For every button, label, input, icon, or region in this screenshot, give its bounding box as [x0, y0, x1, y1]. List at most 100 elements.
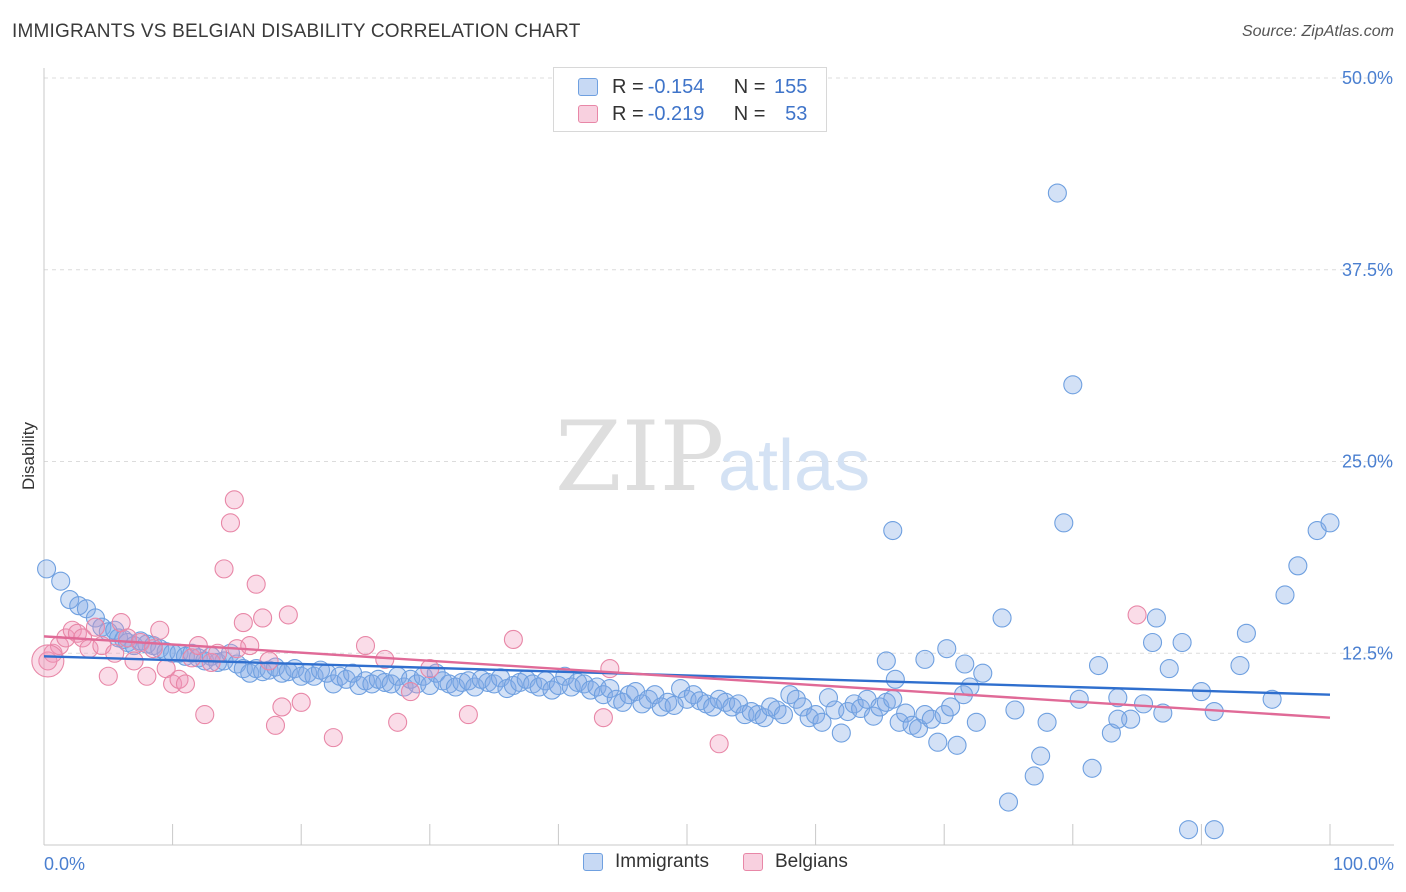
- belgians-point: [233, 613, 253, 633]
- series-legend: Immigrants Belgians: [583, 851, 848, 873]
- belgians-point: [240, 636, 260, 656]
- immigrants-trendline: [43, 655, 1331, 696]
- belgians-point: [278, 605, 298, 625]
- belgians-point: [150, 620, 170, 640]
- r-label: R =: [612, 75, 644, 98]
- belgians-point: [593, 708, 613, 728]
- immigrants-point: [51, 571, 71, 591]
- y-axis-label: Disability: [19, 421, 38, 490]
- immigrants-point: [1031, 746, 1051, 766]
- belgians-point: [182, 648, 202, 668]
- r-value: -0.154: [647, 75, 705, 98]
- y-tick-labels: 12.5% 25.0% 37.5% 50.0%: [1342, 68, 1393, 663]
- immigrants-point: [960, 677, 980, 697]
- immigrants-point: [1047, 183, 1067, 203]
- belgians-trendline: [43, 635, 1331, 719]
- x-tick-label-max: 100.0%: [1333, 854, 1394, 874]
- immigrants-point: [1082, 758, 1102, 778]
- immigrants-point: [1024, 766, 1044, 786]
- immigrants-point: [1275, 585, 1295, 605]
- immigrants-point: [812, 712, 832, 732]
- axes: [43, 68, 1394, 846]
- immigrants-point: [478, 672, 498, 692]
- y-tick-label: 12.5%: [1342, 643, 1393, 663]
- n-value: 155: [774, 75, 808, 98]
- immigrants-point: [883, 689, 903, 709]
- immigrants-point: [941, 697, 961, 717]
- immigrants-point: [1133, 694, 1154, 714]
- immigrants-point: [1262, 689, 1282, 709]
- belgians-point: [124, 651, 144, 671]
- immigrants-point: [1054, 513, 1074, 533]
- immigrants-point: [773, 705, 794, 725]
- immigrants-point: [885, 669, 905, 689]
- immigrants-point: [896, 703, 916, 723]
- zipatlas-watermark: ZIP atlas: [555, 401, 870, 513]
- belgians-point: [600, 659, 620, 679]
- immigrants-point: [1204, 820, 1224, 840]
- immigrants-point: [1236, 623, 1256, 643]
- source-credit: Source: ZipAtlas.com: [1241, 23, 1394, 40]
- immigrants-legend-swatch: [583, 853, 603, 871]
- belgians-point: [272, 697, 292, 717]
- y-tick-label: 50.0%: [1342, 68, 1393, 88]
- n-label: N =: [733, 102, 766, 125]
- x-tick-label-min: 0.0%: [44, 854, 85, 874]
- immigrants-point: [69, 596, 89, 616]
- immigrants-point: [818, 688, 839, 708]
- belgians-point: [1127, 605, 1147, 625]
- n-label: N =: [733, 75, 766, 98]
- immigrants-point: [1063, 375, 1083, 395]
- immigrants-point: [947, 735, 967, 755]
- watermark-atlas: atlas: [718, 426, 870, 506]
- immigrants-point: [973, 663, 993, 683]
- immigrants-point: [831, 723, 851, 743]
- belgians-point: [259, 651, 279, 671]
- immigrants-point: [452, 672, 472, 692]
- belgians-point: [400, 682, 421, 702]
- legend-row-immigrants: R = -0.154 N = 155: [578, 74, 807, 100]
- legend-row-belgians: R = -0.219 N = 53: [578, 101, 807, 127]
- immigrants-point: [1005, 700, 1025, 720]
- y-tick-label: 25.0%: [1342, 452, 1393, 472]
- belgians-point: [195, 705, 215, 725]
- immigrants-point: [1288, 556, 1308, 576]
- immigrants-point: [1088, 655, 1109, 676]
- immigrants-point: [1172, 632, 1192, 653]
- immigrants-point: [1230, 655, 1250, 676]
- belgians-legend-label: Belgians: [774, 851, 848, 872]
- belgians-point: [388, 712, 408, 732]
- trend-lines: [43, 635, 1331, 719]
- immigrants-point: [998, 792, 1019, 812]
- belgians-legend-swatch: [742, 853, 763, 871]
- belgians-point: [98, 666, 118, 686]
- immigrants-point: [1320, 513, 1340, 533]
- belgians-point: [709, 734, 729, 754]
- belgians-point: [291, 692, 311, 712]
- immigrants-point: [1178, 820, 1199, 840]
- belgians-swatch: [578, 105, 598, 123]
- r-value: -0.219: [647, 102, 705, 125]
- immigrants-point: [37, 559, 57, 579]
- n-value: 53: [785, 102, 808, 125]
- belgians-point: [458, 705, 478, 725]
- immigrants-point: [863, 706, 884, 726]
- belgians-point: [220, 513, 241, 533]
- immigrants-point: [786, 689, 806, 709]
- immigrants-point: [806, 705, 826, 725]
- watermark-zip: ZIP: [555, 401, 724, 513]
- immigrants-point: [703, 697, 723, 717]
- immigrants-point: [323, 674, 343, 694]
- immigrants-point: [1142, 632, 1163, 653]
- immigrants-point: [928, 732, 948, 752]
- belgians-point: [137, 666, 157, 686]
- immigrants-point: [955, 654, 975, 674]
- gridlines: [44, 77, 1394, 654]
- immigrants-point: [1146, 608, 1166, 628]
- x-ticks: [43, 824, 1331, 845]
- immigrants-point: [876, 651, 896, 671]
- immigrants-point: [600, 678, 620, 699]
- chart-title: IMMIGRANTS VS BELGIAN DISABILITY CORRELA…: [12, 21, 581, 42]
- immigrants-point: [921, 709, 941, 729]
